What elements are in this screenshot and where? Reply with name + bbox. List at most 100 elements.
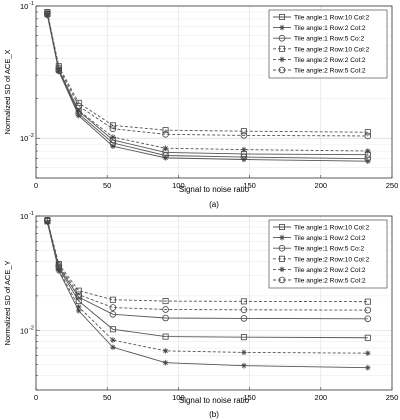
data-point-s5-5: [162, 145, 169, 152]
data-point-s4-3: [75, 99, 82, 106]
y-tick-label: 10: [20, 326, 28, 335]
data-point-s6-7: [364, 132, 372, 140]
legend-entry-2: Tile angle:1 Row:2 Col:2: [294, 235, 366, 242]
x-tick-label: 0: [34, 393, 38, 402]
data-point-s5-3: [75, 304, 82, 310]
data-point-s6-6: [240, 306, 248, 314]
data-point-s1-4: [109, 326, 116, 333]
data-point-s5-7: [364, 350, 371, 356]
x-tick-label: 150: [243, 393, 256, 402]
data-point-s3-7: [364, 155, 372, 162]
series-line-6: [46, 220, 368, 311]
data-point-s4-4: [109, 122, 116, 129]
y-tick-exponent: -2: [29, 133, 34, 139]
legend-box: [268, 219, 388, 289]
data-point-s5-2: [55, 66, 62, 73]
legend-entry-2: Tile angle:1 Row:2 Col:2: [294, 25, 366, 32]
y-axis-label: Normalized SD of ACE_Y: [3, 260, 12, 345]
data-point-s1-5: [162, 333, 169, 340]
legend-marker-3: [278, 34, 286, 42]
x-axis-label: Signal to noise ratio: [179, 396, 250, 405]
legend-marker-5: [279, 266, 285, 273]
data-point-s4-7: [364, 298, 371, 305]
data-point-s6-5: [162, 306, 169, 313]
x-tick-label: 250: [386, 393, 399, 402]
legend-marker-2: [279, 24, 285, 31]
data-point-s3-4: [109, 139, 117, 147]
legend-entry-3: Tile angle:1 Row:5 Co:2: [294, 246, 364, 253]
data-point-s2-6: [241, 362, 247, 369]
axes-frame: [35, 215, 393, 391]
data-point-s6-6: [240, 132, 248, 139]
legend-marker-1: [278, 223, 285, 230]
data-point-s1-7: [364, 334, 371, 341]
data-point-s5-7: [364, 148, 371, 154]
data-point-s2-5: [162, 359, 169, 366]
axes-frame: [35, 5, 393, 179]
data-point-s2-3: [75, 112, 82, 119]
legend-entry-4: Tile angle:2 Row:10 Col:2: [294, 256, 370, 263]
data-point-s3-5: [162, 152, 169, 159]
legend: Tile angle:1 Row:10 Col:2 Tile angle:1 Ro…: [268, 9, 388, 79]
panel-caption: (a): [209, 200, 219, 209]
y-tick-exponent: -2: [29, 325, 34, 331]
x-tick-label: 100: [172, 393, 185, 402]
data-point-s5-4: [110, 337, 116, 343]
data-point-s6-1: [44, 216, 51, 224]
data-point-s4-6: [240, 128, 247, 135]
y-tick-label: 10: [20, 134, 28, 143]
x-tick-label: 200: [315, 393, 328, 402]
data-point-s6-3: [75, 291, 83, 298]
data-point-s3-6: [240, 153, 248, 161]
x-tick-label: 0: [34, 181, 38, 190]
data-point-s4-4: [109, 296, 116, 303]
data-point-s5-3: [75, 107, 82, 114]
legend-entry-4: Tile angle:2 Row:10 Col:2: [294, 46, 370, 53]
legend-marker-4: [278, 45, 285, 52]
data-point-s3-6: [240, 315, 248, 322]
data-point-s4-5: [162, 298, 169, 305]
legend-marker-6: [278, 66, 286, 74]
legend-marker-4: [278, 255, 285, 262]
y-axis-label: Normalized SD of ACE_X: [3, 49, 12, 134]
data-point-s6-1: [44, 9, 51, 16]
y-tick-label: 10: [20, 212, 28, 221]
data-point-s2-3: [75, 308, 82, 314]
data-point-s5-6: [241, 349, 247, 356]
data-point-s4-7: [364, 129, 371, 136]
data-point-s5-6: [241, 146, 247, 153]
data-point-s6-4: [109, 304, 117, 311]
series-line-6: [46, 12, 368, 137]
x-tick-label: 50: [103, 393, 111, 402]
legend-marker-5: [279, 56, 285, 63]
x-tick-label: 50: [103, 181, 111, 190]
data-point-s4-5: [162, 127, 169, 134]
data-point-s1-3: [75, 298, 82, 305]
data-point-s6-2: [55, 64, 63, 72]
data-point-s4-6: [240, 298, 247, 305]
data-point-s2-7: [364, 364, 371, 371]
x-axis-label: Signal to noise ratio: [179, 185, 250, 194]
data-point-s6-2: [55, 262, 63, 269]
x-tick-label: 200: [315, 181, 328, 190]
data-point-s3-5: [162, 314, 169, 322]
legend: Tile angle:1 Row:10 Col:2 Tile angle:1 Ro…: [268, 219, 388, 289]
y-tick-label: 10: [20, 2, 28, 11]
legend-marker-6: [278, 276, 286, 284]
data-point-s3-7: [364, 315, 372, 323]
y-tick-exponent: -1: [29, 211, 34, 217]
legend-entry-1: Tile angle:1 Row:10 Col:2: [294, 15, 370, 22]
data-point-s5-5: [162, 348, 169, 354]
legend-entry-5: Tile angle:2 Row:2 Col:2: [294, 267, 366, 274]
data-point-s6-4: [109, 125, 117, 132]
data-point-s1-6: [240, 334, 247, 341]
x-tick-label: 250: [386, 181, 399, 190]
data-point-s3-4: [109, 310, 117, 318]
data-point-s2-6: [241, 156, 247, 163]
legend-entry-3: Tile angle:1 Row:5 Co:2: [294, 36, 364, 43]
data-point-s6-7: [364, 306, 372, 314]
